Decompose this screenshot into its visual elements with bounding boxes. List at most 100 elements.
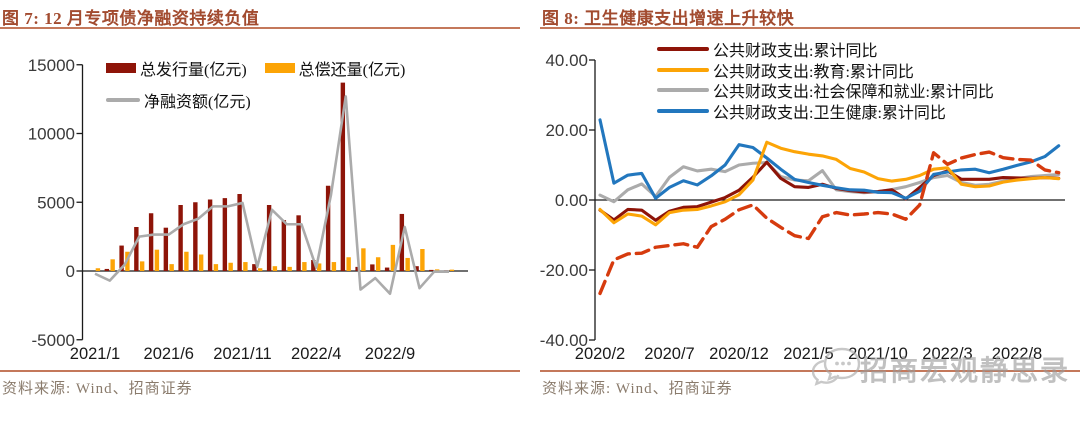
bar: [302, 262, 307, 271]
figure7-source: 资料来源: Wind、招商证券: [2, 381, 193, 397]
bar: [370, 264, 375, 271]
x-tick-label: 2021/11: [213, 345, 271, 363]
series-line-4: [598, 150, 1061, 296]
bar: [296, 215, 301, 271]
bar: [429, 269, 434, 271]
bar: [287, 266, 292, 271]
bar: [281, 220, 287, 271]
bar: [193, 202, 198, 271]
bar: [207, 199, 213, 271]
legend-label: 净融资额(亿元): [144, 94, 251, 111]
legend-item-repayment: 总偿还量(亿元): [264, 56, 406, 80]
figure8-bottom-rule: [540, 370, 1080, 372]
social-security-line-swatch: [657, 88, 709, 93]
x-tick-label: 2021/5: [783, 345, 833, 363]
watermark-text: 招商宏观静思录: [860, 356, 1071, 387]
bar: [325, 185, 331, 271]
figure8-title-rule: [540, 27, 1080, 29]
figure7-bottom-rule: [0, 370, 520, 372]
legend-item-education: 公共财政支出:教育:累计同比: [657, 60, 994, 81]
bar: [405, 257, 410, 271]
issuance-bar-swatch: [106, 63, 136, 73]
legend-item-total: 公共财政支出:累计同比: [657, 39, 994, 60]
figure7-legend: 总发行量(亿元) 总偿还量(亿元) 净融资额(亿元): [106, 52, 423, 116]
x-tick-label: 2020/12: [709, 345, 769, 363]
chat-bubbles-icon: [812, 347, 860, 386]
bar: [139, 261, 145, 271]
bar: [243, 262, 248, 271]
bar: [266, 205, 272, 271]
bar: [414, 266, 419, 271]
bar: [252, 264, 257, 271]
bar: [384, 267, 390, 271]
figure8-source: 资料来源: Wind、招商证券: [542, 381, 733, 397]
bar: [134, 227, 139, 271]
net-financing-line: [94, 95, 450, 295]
figure8-legend: 公共财政支出:累计同比 公共财政支出:教育:累计同比 公共财政支出:社会保障和就…: [657, 39, 994, 122]
bar: [355, 266, 360, 271]
bar: [184, 251, 189, 271]
bar: [163, 227, 169, 271]
bar: [237, 194, 242, 271]
figure7-title: 图 7: 12 月专项债净融资持续负值: [2, 9, 260, 28]
bar: [434, 269, 440, 271]
bar: [346, 257, 351, 271]
figure7-legend-row2: 净融资额(亿元): [106, 84, 423, 116]
x-tick-label: 2021/10: [848, 345, 908, 363]
education-line-swatch: [657, 67, 709, 72]
y-tick-label: 20.00: [545, 121, 588, 140]
x-tick-label: 2021/1: [70, 345, 120, 363]
legend-item-issuance: 总发行量(亿元): [106, 56, 247, 80]
bar: [449, 269, 455, 271]
repayment-bar-swatch: [264, 63, 295, 73]
net-line-swatch: [106, 98, 140, 102]
bar: [222, 198, 228, 271]
total-line-swatch: [657, 47, 709, 52]
bar: [316, 263, 322, 271]
figure7-legend-row1: 总发行量(亿元) 总偿还量(亿元): [106, 52, 423, 84]
bar: [104, 268, 110, 271]
y-tick-label: 40.00: [545, 51, 588, 70]
series-line-3: [598, 140, 1061, 227]
legend-item-health: 公共财政支出:卫生健康:累计同比: [657, 101, 994, 122]
y-tick-label: 15000: [28, 56, 75, 75]
bar: [390, 244, 396, 271]
legend-label: 公共财政支出:卫生健康:累计同比: [713, 104, 946, 122]
bar: [95, 268, 101, 271]
y-tick-label: -5000: [32, 331, 75, 350]
bar: [375, 257, 381, 271]
legend-label: 总发行量(亿元): [140, 62, 247, 79]
series-line-2: [598, 118, 1061, 200]
bar: [119, 245, 124, 271]
legend-label: 总偿还量(亿元): [298, 62, 406, 79]
y-tick-label: 0.00: [555, 191, 588, 210]
legend-label: 公共财政支出:教育:累计同比: [713, 63, 914, 81]
bar: [148, 213, 154, 271]
figure8-panel: 图 8: 卫生健康支出增速上升较快 40.00 20.00 0.00 -20.00 -4…: [540, 0, 1080, 427]
legend-label: 公共财政支出:社会保障和就业:累计同比: [713, 84, 994, 102]
bar: [340, 82, 346, 271]
figure7-title-rule: [0, 27, 520, 29]
bar: [154, 249, 160, 271]
bar: [110, 259, 115, 271]
series-line-0: [598, 161, 1061, 204]
x-tick-label: 2022/4: [291, 345, 341, 363]
bar: [311, 260, 316, 271]
watermark: 招商宏观静思录: [812, 347, 1070, 391]
x-tick-label: 2020/7: [644, 345, 694, 363]
bar: [228, 262, 233, 271]
x-tick-label: 2022/9: [365, 345, 415, 363]
bar: [169, 264, 174, 271]
legend-item-net-financing: 净融资额(亿元): [106, 88, 251, 112]
bar: [331, 262, 337, 271]
legend-item-social-security: 公共财政支出:社会保障和就业:累计同比: [657, 80, 994, 101]
y-tick-label: 5000: [37, 193, 75, 212]
bar: [178, 205, 183, 271]
bar: [272, 266, 278, 271]
bar: [420, 249, 425, 271]
y-tick-label: -40.00: [540, 331, 588, 350]
x-tick-label: 2021/6: [144, 345, 194, 363]
